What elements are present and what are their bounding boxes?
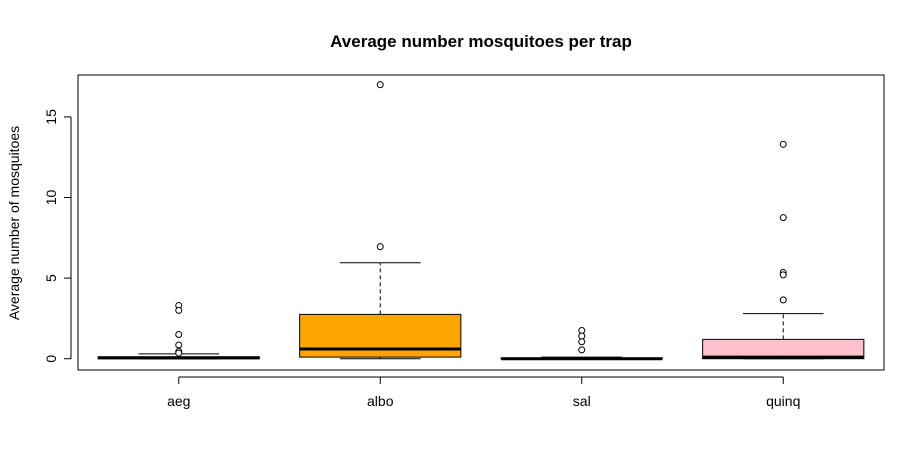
chart-title: Average number mosquitoes per trap (330, 32, 632, 51)
x-tick-label: quinq (766, 393, 800, 409)
outlier-point (779, 296, 787, 304)
outlier-point (779, 271, 787, 279)
x-axis: aeg albo sal quinq (167, 376, 800, 409)
box-aeg (97, 302, 260, 360)
outlier-point (578, 332, 586, 340)
box-rect (299, 313, 462, 358)
x-tick-label: aeg (167, 393, 190, 409)
outlier-point (175, 341, 183, 349)
x-tick-label: albo (367, 393, 394, 409)
y-tick-label: 0 (43, 355, 59, 363)
outlier-point (376, 243, 384, 251)
box-rect (702, 338, 865, 360)
box-sal (500, 327, 663, 361)
y-tick-label: 5 (43, 274, 59, 282)
outlier-point (578, 327, 586, 335)
outlier-point (779, 140, 787, 148)
outlier-point (175, 306, 183, 314)
outlier-point (376, 81, 384, 89)
outlier-point (175, 349, 183, 357)
x-tick-label: sal (573, 393, 591, 409)
outlier-point (578, 346, 586, 354)
outlier-point (779, 214, 787, 222)
outlier-point (175, 331, 183, 339)
y-axis-label: Average number of mosquitoes (6, 126, 22, 320)
boxes (97, 81, 865, 361)
y-tick-label: 10 (43, 190, 59, 206)
box-quinq (702, 140, 865, 360)
box-albo (299, 81, 462, 360)
plot-frame (77, 74, 885, 371)
outlier-point (578, 338, 586, 346)
y-axis: 0 5 10 15 (43, 109, 72, 363)
y-tick-label: 15 (43, 109, 59, 125)
